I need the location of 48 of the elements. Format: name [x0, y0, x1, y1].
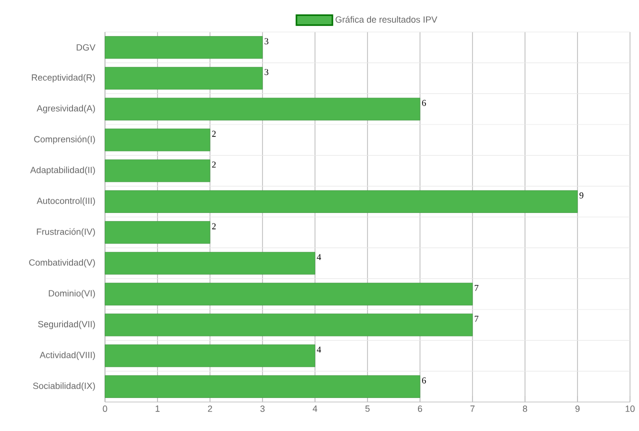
y-tick-label: Sociabilidad(IX) — [33, 382, 95, 391]
bar — [104, 98, 420, 120]
bar — [104, 66, 263, 90]
data-label: 2 — [212, 162, 216, 168]
data-label: 3 — [264, 69, 268, 76]
data-label: 6 — [422, 100, 426, 106]
y-tick-label: Combatividad(V) — [29, 259, 95, 268]
bar — [104, 252, 316, 275]
x-tick-label: 7 — [470, 406, 475, 412]
bar — [104, 282, 473, 306]
y-tick-label: Autocontrol(III) — [36, 197, 95, 206]
y-tick-label: Frustración(IV) — [36, 228, 95, 237]
y-tick-label: Agresividad(A) — [36, 104, 95, 114]
x-tick-label: 8 — [522, 406, 528, 412]
data-label: 7 — [474, 284, 478, 291]
y-tick-label: Dominio(VI) — [48, 290, 95, 298]
x-tick-label: 10 — [626, 406, 635, 412]
bar — [104, 36, 263, 59]
bar — [104, 221, 210, 244]
data-label: 3 — [264, 38, 268, 44]
legend-label: Gráfica de resultados IPV — [336, 16, 438, 23]
y-tick-label: Receptividad(R) — [32, 74, 95, 82]
data-label: 2 — [212, 130, 216, 137]
data-label: 6 — [422, 377, 426, 384]
x-tick-label: 3 — [260, 406, 265, 412]
data-label: 2 — [212, 223, 216, 230]
y-tick-label: Adaptabilidad(II) — [30, 166, 95, 175]
bar — [104, 375, 420, 398]
y-tick-label: Seguridad(VII) — [38, 320, 95, 330]
x-tick-label: 0 — [102, 406, 108, 412]
x-tick-label: 2 — [208, 406, 212, 412]
y-tick-label: Actividad(VIII) — [40, 352, 95, 360]
y-tick-label: DGV — [76, 44, 96, 51]
data-label: 9 — [579, 192, 584, 198]
x-tick-label: 6 — [418, 406, 422, 412]
bar — [104, 159, 210, 182]
x-tick-label: 5 — [365, 406, 370, 412]
bar — [104, 314, 473, 336]
x-tick-label: 9 — [575, 406, 580, 412]
x-tick-label: 1 — [156, 406, 160, 412]
bar — [104, 344, 316, 368]
bar — [104, 128, 210, 152]
x-tick-label: 4 — [312, 406, 318, 412]
y-tick-label: Comprensión(I) — [34, 136, 95, 144]
data-label: 4 — [316, 254, 322, 260]
bar — [104, 190, 578, 213]
data-label: 4 — [316, 346, 322, 353]
data-label: 7 — [474, 316, 478, 322]
